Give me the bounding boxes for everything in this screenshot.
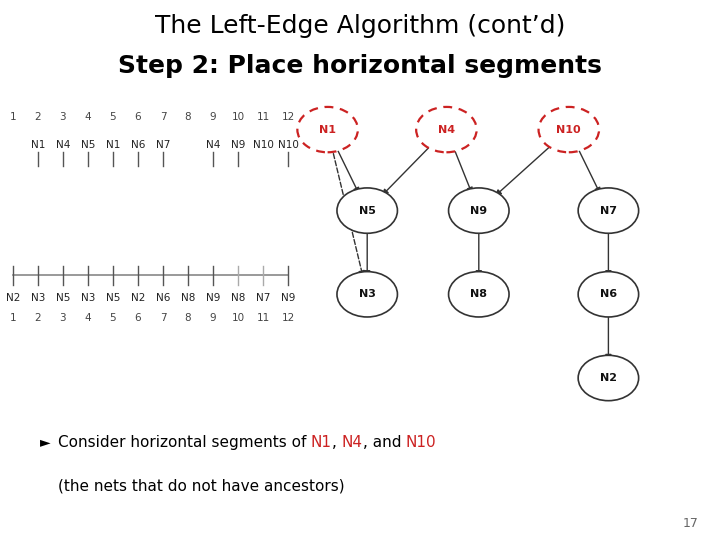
Text: 9: 9 [210, 313, 216, 323]
Circle shape [337, 188, 397, 233]
Text: N1: N1 [106, 140, 120, 151]
Text: N4: N4 [55, 140, 70, 151]
Text: 1: 1 [9, 313, 17, 323]
Text: N5: N5 [106, 293, 120, 303]
Text: 3: 3 [60, 111, 66, 122]
Text: 2: 2 [35, 313, 41, 323]
Text: N1: N1 [31, 140, 45, 151]
Text: 6: 6 [135, 313, 141, 323]
Circle shape [578, 272, 639, 317]
Text: 17: 17 [683, 517, 698, 530]
Text: N10: N10 [406, 435, 436, 450]
Text: N1: N1 [311, 435, 332, 450]
Text: 8: 8 [184, 313, 192, 323]
Circle shape [539, 107, 599, 152]
Text: N6: N6 [131, 140, 145, 151]
Text: N3: N3 [359, 289, 376, 299]
Text: N8: N8 [470, 289, 487, 299]
Text: 4: 4 [85, 111, 91, 122]
Text: 1: 1 [9, 111, 17, 122]
Circle shape [297, 107, 358, 152]
Text: N8: N8 [181, 293, 195, 303]
Text: N4: N4 [206, 140, 220, 151]
Text: N3: N3 [31, 293, 45, 303]
Circle shape [449, 272, 509, 317]
Text: N1: N1 [319, 125, 336, 134]
Text: N10: N10 [278, 140, 298, 151]
Text: 10: 10 [231, 313, 245, 323]
Text: 11: 11 [256, 313, 269, 323]
Text: N9: N9 [281, 293, 295, 303]
Text: N4: N4 [341, 435, 363, 450]
Text: 12: 12 [282, 313, 294, 323]
Text: N3: N3 [81, 293, 95, 303]
Circle shape [578, 188, 639, 233]
Text: ,: , [332, 435, 341, 450]
Text: N9: N9 [470, 206, 487, 215]
Text: 7: 7 [160, 111, 166, 122]
Text: (the nets that do not have ancestors): (the nets that do not have ancestors) [58, 479, 344, 494]
Text: N9: N9 [231, 140, 246, 151]
Text: 2: 2 [35, 111, 41, 122]
Text: 9: 9 [210, 111, 216, 122]
Text: N4: N4 [438, 125, 455, 134]
Text: 7: 7 [160, 313, 166, 323]
Text: N7: N7 [256, 293, 270, 303]
Text: 5: 5 [109, 313, 117, 323]
Text: ►: ► [40, 435, 50, 449]
Text: N7: N7 [156, 140, 170, 151]
Text: N6: N6 [600, 289, 617, 299]
Circle shape [416, 107, 477, 152]
Circle shape [449, 188, 509, 233]
Circle shape [337, 272, 397, 317]
Text: N2: N2 [6, 293, 20, 303]
Text: Step 2: Place horizontal segments: Step 2: Place horizontal segments [118, 54, 602, 78]
Text: N5: N5 [81, 140, 95, 151]
Text: The Left-Edge Algorithm (cont’d): The Left-Edge Algorithm (cont’d) [155, 14, 565, 37]
Text: 11: 11 [256, 111, 269, 122]
Text: N5: N5 [359, 206, 376, 215]
Text: 8: 8 [184, 111, 192, 122]
Text: , and: , and [363, 435, 406, 450]
Text: 12: 12 [282, 111, 294, 122]
Text: N10: N10 [557, 125, 581, 134]
Text: Consider horizontal segments of: Consider horizontal segments of [58, 435, 311, 450]
Text: N9: N9 [206, 293, 220, 303]
Text: 10: 10 [231, 111, 245, 122]
Text: 5: 5 [109, 111, 117, 122]
Text: N6: N6 [156, 293, 170, 303]
Text: N8: N8 [231, 293, 246, 303]
Circle shape [578, 355, 639, 401]
Text: N2: N2 [131, 293, 145, 303]
Text: N10: N10 [253, 140, 274, 151]
Text: 4: 4 [85, 313, 91, 323]
Text: 3: 3 [60, 313, 66, 323]
Text: N2: N2 [600, 373, 617, 383]
Text: 6: 6 [135, 111, 141, 122]
Text: N5: N5 [55, 293, 70, 303]
Text: N7: N7 [600, 206, 617, 215]
